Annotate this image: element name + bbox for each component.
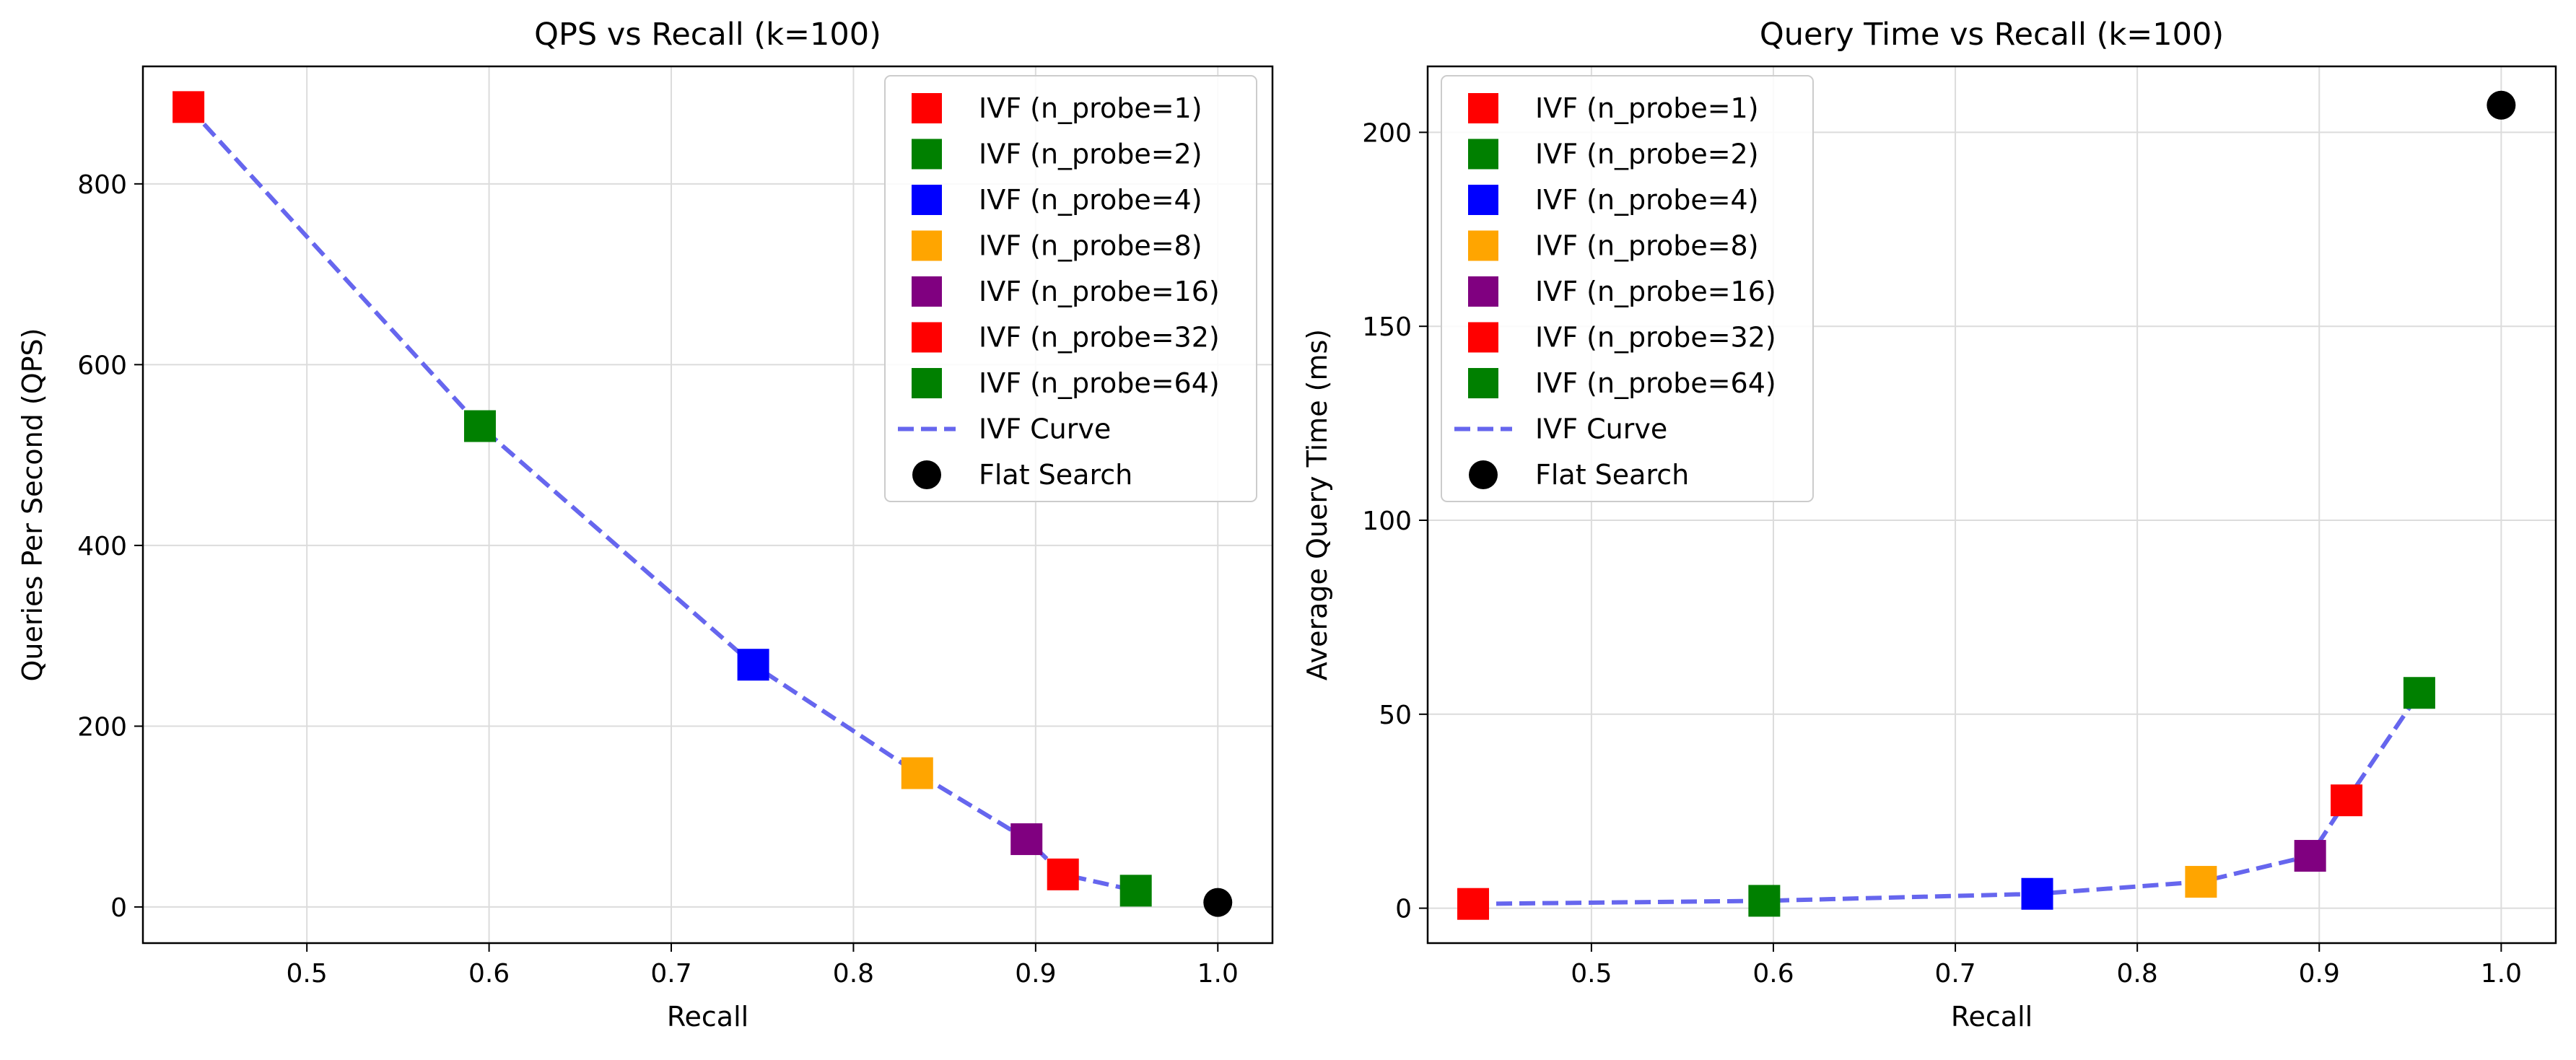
legend-marker-circle [1469,460,1498,489]
y-tick-label: 0 [110,893,127,923]
axes-frame [141,65,1274,945]
axes-frame [1426,65,2557,945]
y-tick-label: 100 [1362,507,1412,536]
x-tick-label: 0.7 [650,959,691,989]
y-tick-label: 50 [1379,701,1412,730]
legend-label: IVF (n_probe=1) [979,92,1202,124]
legend-label: IVF (n_probe=4) [979,184,1202,216]
y-tick-label: 0 [1395,895,1412,924]
x-tick-label: 0.5 [1571,959,1612,989]
x-tick-label: 0.9 [2299,959,2340,989]
legend-marker-square [1468,230,1498,261]
x-tick-label: 0.9 [1015,959,1056,989]
legend-marker-square [912,93,942,123]
legend-label: Flat Search [979,459,1132,491]
marker-square-3 [2185,866,2217,898]
legend-label: IVF (n_probe=2) [1535,139,1759,170]
y-tick-label: 200 [1362,118,1412,148]
marker-square-5 [2331,784,2363,817]
marker-circle-flat-search [2487,90,2516,120]
legend-marker-square [912,368,942,398]
x-tick-label: 0.8 [833,959,874,989]
legend-label: IVF Curve [1535,413,1667,445]
y-tick-label: 400 [77,532,127,561]
x-tick-label: 0.7 [1934,959,1975,989]
marker-circle-flat-search [1203,888,1233,917]
legend-label: IVF (n_probe=64) [1535,367,1776,399]
legend-marker-square [912,230,942,261]
x-tick-label: 1.0 [2481,959,2522,989]
chart-title: QPS vs Recall (k=100) [534,17,881,53]
legend-marker-square [912,185,942,215]
legend-label: Flat Search [1535,459,1689,491]
legend-marker-square [912,322,942,353]
legend-marker-square [1468,322,1498,353]
marker-square-0 [173,91,205,123]
legend-label: IVF (n_probe=16) [979,276,1220,307]
y-tick-label: 200 [77,712,127,742]
legend-marker-square [912,276,942,307]
marker-square-1 [463,410,496,442]
legend-label: IVF (n_probe=64) [979,367,1220,399]
x-tick-label: 1.0 [1197,959,1239,989]
legend: IVF (n_probe=1) IVF (n_probe=2) IVF (n_pro… [1441,75,1814,502]
legend-label: IVF (n_probe=8) [1535,230,1759,262]
y-axis-label: Queries Per Second (QPS) [17,328,48,682]
y-tick-label: 800 [77,170,127,200]
legend-label: IVF Curve [979,413,1111,445]
chart-query-time-vs-recall: 0.5 0.6 0.7 0.8 0.9 1.0 0 50 100 150 200 Query Time… [1301,17,2557,1033]
legend-label: IVF (n_probe=4) [1535,184,1759,216]
legend: IVF (n_probe=1) IVF (n_probe=2) IVF (n_pro… [884,75,1257,502]
marker-square-2 [2021,877,2053,910]
legend-marker-square [912,139,942,170]
legend-marker-square [1468,93,1498,123]
chart-title: Query Time vs Recall (k=100) [1760,17,2224,53]
x-tick-label: 0.5 [287,959,328,989]
marker-square-0 [1457,888,1490,920]
ivf-curve-line [1472,691,2422,906]
legend-box [884,75,1257,502]
legend-label: IVF (n_probe=16) [1535,276,1776,307]
x-axis-label: Recall [667,1001,748,1033]
marker-square-1 [1748,885,1781,917]
legend-label: IVF (n_probe=32) [1535,322,1776,354]
legend-marker-square [1468,185,1498,215]
marker-square-2 [737,649,769,681]
legend-label: IVF (n_probe=1) [1535,92,1759,124]
x-tick-label: 0.8 [2117,959,2158,989]
legend-marker-square [1468,368,1498,398]
y-axis-label: Average Query Time (ms) [1301,329,1333,680]
legend-marker-square [1468,139,1498,170]
y-tick-label: 600 [77,351,127,380]
marker-square-4 [2294,840,2326,872]
legend-marker-square [1468,276,1498,307]
marker-square-6 [1119,875,1152,907]
marker-square-3 [901,757,933,789]
marker-square-5 [1047,858,1079,890]
x-tick-label: 0.6 [468,959,510,989]
legend-label: IVF (n_probe=32) [979,322,1220,354]
legend-marker-circle [912,460,941,489]
chart-qps-vs-recall: 0.5 0.6 0.7 0.8 0.9 1.0 0 200 400 600 800 QPS vs Re… [17,17,1274,1033]
legend-box [1441,75,1814,502]
marker-square-6 [2403,677,2435,709]
legend-label: IVF (n_probe=8) [979,230,1202,262]
x-axis-label: Recall [1951,1001,2033,1033]
y-tick-label: 150 [1362,312,1412,342]
x-tick-label: 0.6 [1752,959,1794,989]
marker-square-4 [1010,823,1043,855]
legend-label: IVF (n_probe=2) [979,139,1202,170]
